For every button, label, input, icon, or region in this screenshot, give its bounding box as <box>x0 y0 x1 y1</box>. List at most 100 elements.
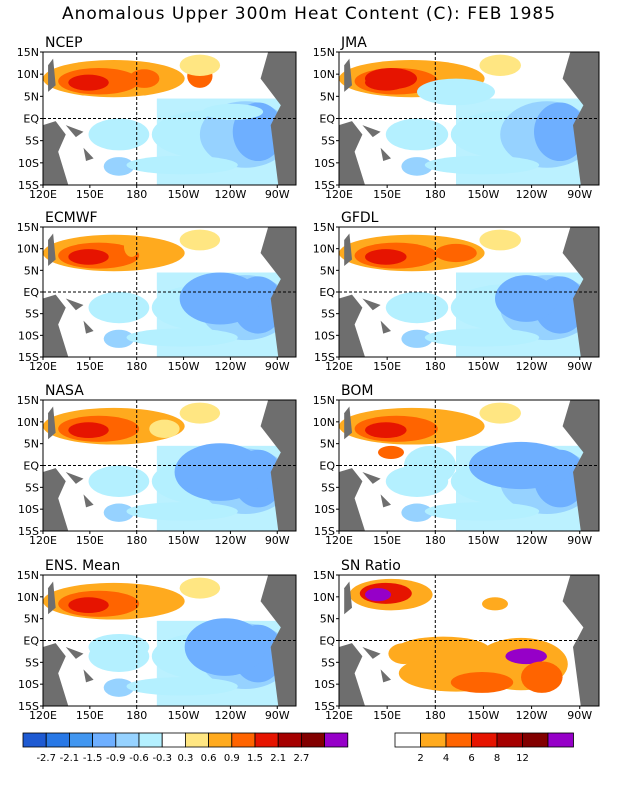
lon-tick-label: 180 <box>126 360 147 373</box>
lat-tick-label: 10N <box>17 68 39 81</box>
lon-tick-label: 120W <box>214 188 246 201</box>
australasia-land <box>339 121 365 185</box>
lon-tick-label: 120W <box>516 534 548 547</box>
lon-tick-label: 120E <box>325 360 353 373</box>
lon-tick-label: 150W <box>168 360 200 373</box>
lat-tick-label: 15S <box>18 179 39 192</box>
panel-label: JMA <box>340 35 367 51</box>
lat-tick-label: EQ <box>319 460 335 473</box>
lat-tick-label: EQ <box>23 113 39 126</box>
lon-tick-label: 150E <box>373 534 401 547</box>
colorbar-label: 12 <box>516 753 529 764</box>
lon-tick-label: 90W <box>567 360 592 373</box>
lat-tick-label: EQ <box>319 635 335 648</box>
colorbar-swatch <box>115 732 140 748</box>
australasia-land <box>339 468 365 531</box>
colorbar-swatch <box>231 732 256 748</box>
panel-label: NASA <box>45 383 84 399</box>
lat-tick-label: 15S <box>18 351 39 364</box>
lon-tick-label: 180 <box>425 360 446 373</box>
colorbar-swatch <box>254 732 279 748</box>
panel-label: SN Ratio <box>341 558 401 574</box>
colorbar-swatch <box>138 732 163 748</box>
colorbar-swatch <box>420 732 447 748</box>
australasia-land <box>43 643 69 706</box>
lon-tick-label: 150W <box>468 709 500 722</box>
lat-tick-label: 15N <box>313 569 335 582</box>
colorbar-label: -2.7 <box>36 753 56 764</box>
lon-tick-label: 90W <box>567 709 592 722</box>
sn-ratio-colorbar: 2 4 6 8 12 <box>394 732 574 764</box>
colorbar-swatch <box>161 732 186 748</box>
lat-tick-label: 15N <box>17 394 39 407</box>
australasia-land <box>43 121 69 185</box>
lon-tick-label: 150W <box>168 188 200 201</box>
lon-tick-label: 90W <box>567 534 592 547</box>
lat-tick-label: 5N <box>24 438 39 451</box>
lat-tick-label: 5S <box>25 481 39 494</box>
lat-tick-label: 15S <box>314 700 335 713</box>
colorbar-label: 2 <box>417 753 423 764</box>
australasia-land <box>339 643 365 706</box>
panel-label: ENS. Mean <box>45 558 120 574</box>
colorbar-label: -0.9 <box>106 753 126 764</box>
lon-tick-label: 90W <box>265 709 290 722</box>
lat-tick-label: 5S <box>25 135 39 148</box>
lat-tick-label: EQ <box>319 113 335 126</box>
lon-tick-label: 120W <box>516 709 548 722</box>
lon-tick-label: 150W <box>468 534 500 547</box>
lon-tick-label: 180 <box>126 709 147 722</box>
colorbar-label: 1.5 <box>247 753 263 764</box>
lat-tick-label: 15N <box>313 221 335 234</box>
lat-tick-label: 5S <box>321 656 335 669</box>
colorbar-label: -0.3 <box>152 753 172 764</box>
lat-tick-label: 15S <box>314 525 335 538</box>
colorbar-label: 2.1 <box>270 753 286 764</box>
colorbar-label: -2.1 <box>60 753 80 764</box>
colorbar-swatch <box>496 732 523 748</box>
lon-tick-label: 120E <box>325 534 353 547</box>
lat-tick-label: 10N <box>313 416 335 429</box>
lat-tick-label: 10S <box>18 157 39 170</box>
lon-tick-label: 150E <box>76 360 104 373</box>
lat-tick-label: 10S <box>18 329 39 342</box>
lat-tick-label: 5S <box>25 308 39 321</box>
australasia-land <box>43 294 69 357</box>
australasia-land <box>43 468 69 531</box>
lat-tick-label: 10N <box>313 68 335 81</box>
panel-label: ECMWF <box>45 210 98 226</box>
figure-title: Anomalous Upper 300m Heat Content (C): F… <box>61 4 557 24</box>
lat-tick-label: 15S <box>18 525 39 538</box>
lon-tick-label: 90W <box>567 188 592 201</box>
lat-tick-label: 10N <box>17 416 39 429</box>
lat-tick-label: 5N <box>24 264 39 277</box>
lat-tick-label: 10S <box>314 678 335 691</box>
panel-label: NCEP <box>45 35 83 51</box>
lon-tick-label: 180 <box>126 188 147 201</box>
lat-tick-label: EQ <box>23 460 39 473</box>
lon-tick-label: 120W <box>214 360 246 373</box>
colorbar-label: 6 <box>468 753 474 764</box>
australasia-land <box>339 294 365 357</box>
lon-tick-label: 150E <box>373 188 401 201</box>
lat-tick-label: 5S <box>321 481 335 494</box>
lon-tick-label: 120E <box>325 709 353 722</box>
lat-tick-label: 15N <box>313 394 335 407</box>
lat-tick-label: 15N <box>17 46 39 59</box>
lat-tick-label: 10N <box>17 243 39 256</box>
lon-tick-label: 150W <box>468 360 500 373</box>
colorbar-swatch <box>547 732 574 748</box>
colorbar-swatch <box>300 732 325 748</box>
lat-tick-label: 5N <box>24 613 39 626</box>
lon-tick-label: 150W <box>168 709 200 722</box>
lat-tick-label: 10S <box>314 329 335 342</box>
colorbar-swatch <box>522 732 549 748</box>
lat-tick-label: EQ <box>23 635 39 648</box>
lon-tick-label: 150W <box>468 188 500 201</box>
